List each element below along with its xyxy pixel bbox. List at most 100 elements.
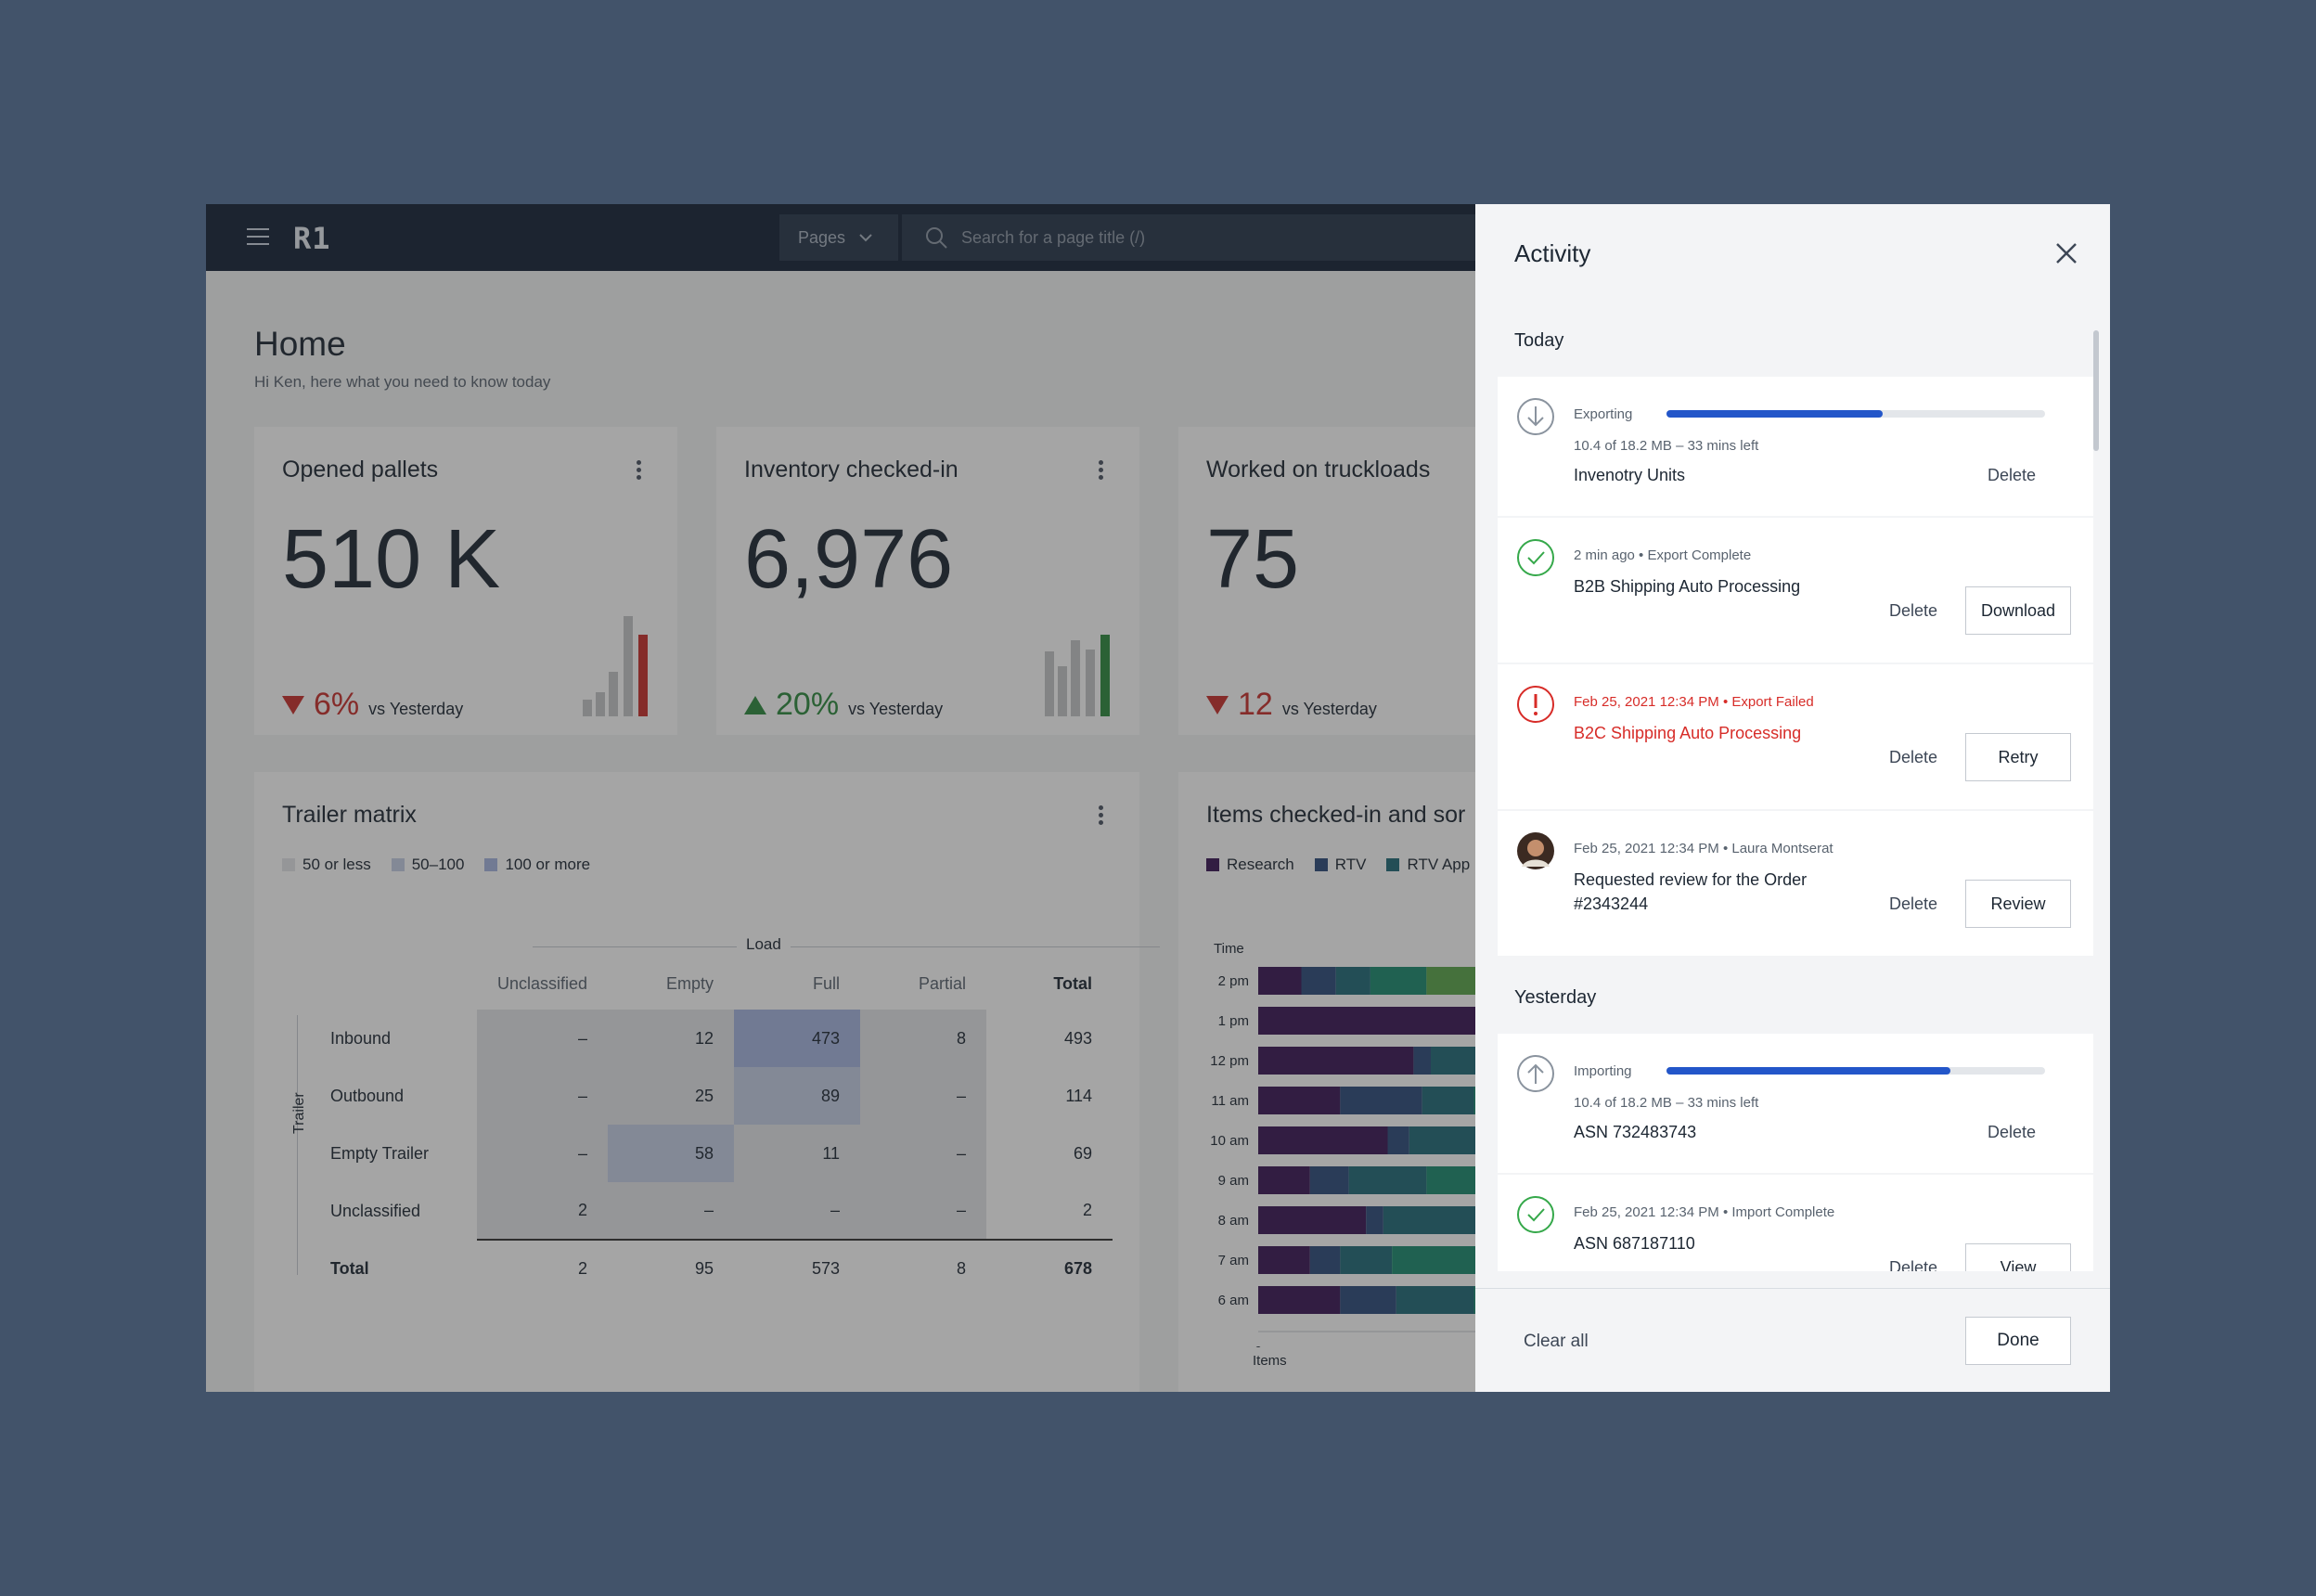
- kpi-card-opened-pallets: Opened pallets 510 K 6% vs Yesterday: [254, 427, 677, 735]
- search-icon: [926, 227, 947, 249]
- legend-item: 100 or more: [484, 856, 590, 874]
- kpi-card-inventory-checked-in: Inventory checked-in 6,976 20% vs Yester…: [716, 427, 1139, 735]
- search-placeholder: Search for a page title (/): [961, 227, 1146, 247]
- bar-segment: [1396, 1286, 1474, 1314]
- bar-segment: [1258, 967, 1302, 995]
- view-button[interactable]: View: [1965, 1243, 2071, 1271]
- activity-item-export-complete: 2 min ago • Export Complete B2B Shipping…: [1498, 518, 2093, 663]
- bar-segment: [1258, 1246, 1310, 1274]
- activity-list[interactable]: Today Exporting 10.4 of 18.2 MB – 33 min…: [1475, 297, 2110, 1271]
- trend-down-icon: [282, 696, 304, 714]
- y-axis-title: Time: [1214, 941, 1244, 957]
- retry-button[interactable]: Retry: [1965, 733, 2071, 781]
- kpi-delta-caption: vs Yesterday: [848, 700, 944, 718]
- legend-item: RTV: [1314, 856, 1366, 874]
- bar-segment: [1413, 1047, 1431, 1075]
- more-options-icon[interactable]: [637, 460, 642, 481]
- bar-segment: [1258, 1286, 1341, 1314]
- legend-item: 50 or less: [282, 856, 371, 874]
- hamburger-menu-icon[interactable]: [247, 228, 269, 245]
- upload-arrow-icon: [1517, 1055, 1554, 1092]
- y-tick-label: 6 am: [1218, 1293, 1249, 1308]
- delete-button[interactable]: Delete: [1889, 1258, 1938, 1271]
- items-chart-title: Items checked-in and sor: [1206, 802, 1466, 828]
- table-cell: 114: [1065, 1086, 1093, 1105]
- kpi-delta-value: 12: [1238, 687, 1273, 722]
- activity-item-import-complete: Feb 25, 2021 12:34 PM • Import Complete …: [1498, 1175, 2093, 1271]
- download-button[interactable]: Download: [1965, 586, 2071, 635]
- sparkline-bars: [1045, 635, 1110, 716]
- table-cell: 69: [1074, 1143, 1093, 1163]
- activity-title: ASN 687187110: [1574, 1234, 1695, 1253]
- trend-down-icon: [1206, 696, 1229, 714]
- table-cell: 8: [860, 1010, 987, 1067]
- x-axis-title: Items: [1253, 1353, 1287, 1369]
- activity-detail: 10.4 of 18.2 MB – 33 mins left: [1574, 438, 1759, 454]
- kpi-delta: 20% vs Yesterday: [744, 687, 943, 723]
- y-tick-label: 11 am: [1211, 1093, 1249, 1109]
- table-cell: 473: [734, 1010, 861, 1067]
- row-label: Inbound: [330, 1028, 392, 1048]
- activity-meta: Feb 25, 2021 12:34 PM • Export Failed: [1574, 694, 1814, 710]
- sparkline-bars: [583, 616, 648, 716]
- activity-scrollbar[interactable]: [2093, 330, 2099, 451]
- modal-overlay[interactable]: [206, 204, 1475, 1392]
- table-cell: 2: [477, 1182, 609, 1241]
- activity-title: ASN 732483743: [1574, 1123, 1697, 1141]
- bar-segment: [1335, 967, 1370, 995]
- table-cell: 2: [578, 1259, 588, 1278]
- x-tick-label: 0: [1254, 1344, 1262, 1347]
- delete-button[interactable]: Delete: [1988, 1123, 2037, 1141]
- table-cell: –: [860, 1125, 987, 1182]
- pages-dropdown-label: Pages: [798, 227, 846, 247]
- trailer-matrix-table: Unclassified Empty Full Partial Total In…: [310, 958, 1113, 1297]
- delete-button[interactable]: Delete: [1889, 601, 1938, 620]
- trailer-matrix-title: Trailer matrix: [282, 802, 417, 828]
- activity-title-order: #2343244: [1574, 895, 1649, 913]
- activity-meta: Feb 25, 2021 12:34 PM • Laura Montserat: [1574, 841, 1834, 856]
- column-header: Unclassified: [497, 973, 588, 993]
- y-tick-label: 12 pm: [1210, 1053, 1249, 1069]
- pages-dropdown[interactable]: Pages: [779, 214, 898, 261]
- done-button[interactable]: Done: [1965, 1317, 2071, 1365]
- y-tick-label: 1 pm: [1218, 1013, 1249, 1029]
- download-arrow-icon: [1517, 398, 1554, 435]
- review-button[interactable]: Review: [1965, 880, 2071, 928]
- table-cell: 678: [1064, 1259, 1093, 1278]
- table-cell: 95: [695, 1259, 714, 1278]
- bar-segment: [1258, 1206, 1367, 1234]
- activity-status: Importing: [1574, 1063, 1632, 1079]
- kpi-value: 6,976: [744, 513, 954, 606]
- kpi-value: 510 K: [282, 513, 501, 606]
- table-cell: –: [860, 1182, 987, 1241]
- bar-segment: [1258, 1087, 1341, 1114]
- avatar: [1517, 832, 1554, 869]
- table-cell: 58: [608, 1125, 735, 1182]
- table-cell: –: [860, 1067, 987, 1125]
- table-row: Empty Trailer – 58 11 – 69: [310, 1125, 1113, 1182]
- delete-button[interactable]: Delete: [1889, 748, 1938, 766]
- kpi-title: Worked on truckloads: [1206, 457, 1431, 483]
- bar-segment: [1258, 1166, 1310, 1194]
- bar-segment: [1340, 1286, 1396, 1314]
- activity-drawer: Activity Today Exporting 10.4 of 18.2 MB…: [1475, 204, 2110, 1392]
- bar-segment: [1340, 1246, 1393, 1274]
- items-chart-legend: Research RTV RTV App: [1206, 856, 1470, 874]
- activity-title: B2C Shipping Auto Processing: [1574, 724, 1802, 742]
- kpi-delta: 6% vs Yesterday: [282, 687, 463, 723]
- bar-segment: [1340, 1087, 1422, 1114]
- more-options-icon[interactable]: [1099, 805, 1104, 826]
- more-options-icon[interactable]: [1099, 460, 1104, 481]
- kpi-delta: 12 vs Yesterday: [1206, 687, 1377, 723]
- row-label: Outbound: [330, 1086, 405, 1105]
- app-logo[interactable]: R1: [293, 221, 331, 256]
- table-cell: –: [477, 1125, 609, 1182]
- close-icon[interactable]: [2054, 241, 2078, 265]
- chevron-down-icon: [859, 234, 872, 242]
- activity-meta: Feb 25, 2021 12:34 PM • Import Complete: [1574, 1204, 1835, 1220]
- delete-button[interactable]: Delete: [1889, 895, 1938, 913]
- delete-button[interactable]: Delete: [1988, 466, 2037, 484]
- clear-all-button[interactable]: Clear all: [1524, 1332, 1589, 1351]
- kpi-delta-value: 6%: [314, 687, 360, 722]
- table-cell: 8: [957, 1259, 967, 1278]
